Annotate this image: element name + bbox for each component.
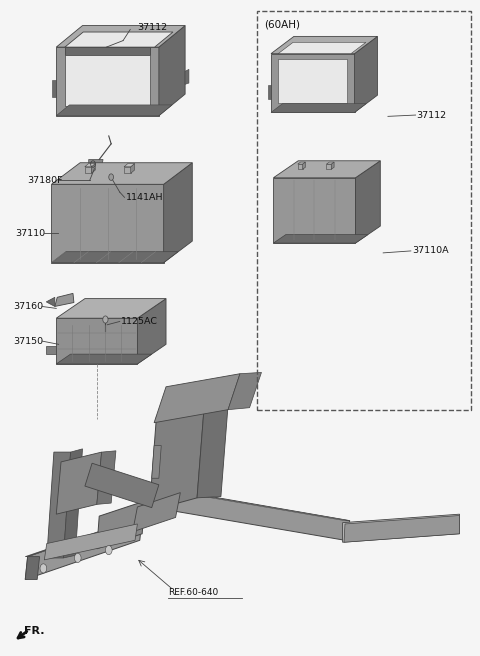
Polygon shape bbox=[108, 173, 115, 182]
Polygon shape bbox=[228, 373, 262, 409]
Polygon shape bbox=[278, 59, 348, 102]
Circle shape bbox=[106, 546, 112, 555]
Polygon shape bbox=[152, 445, 161, 478]
Polygon shape bbox=[56, 26, 185, 47]
Polygon shape bbox=[271, 36, 377, 54]
Polygon shape bbox=[326, 164, 331, 169]
Polygon shape bbox=[44, 524, 137, 560]
Polygon shape bbox=[137, 298, 166, 364]
Polygon shape bbox=[65, 55, 150, 106]
Polygon shape bbox=[298, 162, 305, 164]
Polygon shape bbox=[154, 374, 240, 422]
Text: 1141AH: 1141AH bbox=[125, 193, 163, 202]
Polygon shape bbox=[185, 70, 189, 85]
Polygon shape bbox=[326, 162, 334, 164]
Polygon shape bbox=[55, 293, 74, 306]
Polygon shape bbox=[52, 80, 56, 97]
Polygon shape bbox=[355, 36, 377, 112]
Polygon shape bbox=[344, 516, 459, 543]
Polygon shape bbox=[159, 26, 185, 115]
Polygon shape bbox=[124, 167, 131, 173]
Polygon shape bbox=[356, 161, 380, 243]
Text: REF.60-640: REF.60-640 bbox=[168, 588, 219, 597]
Polygon shape bbox=[65, 47, 150, 55]
Text: 37150: 37150 bbox=[13, 337, 44, 346]
Polygon shape bbox=[56, 318, 137, 364]
Polygon shape bbox=[85, 463, 159, 508]
Circle shape bbox=[109, 174, 114, 180]
Polygon shape bbox=[56, 47, 159, 115]
Polygon shape bbox=[164, 163, 192, 262]
Text: (60AH): (60AH) bbox=[264, 19, 300, 29]
Circle shape bbox=[103, 316, 108, 323]
Polygon shape bbox=[51, 184, 164, 262]
Polygon shape bbox=[124, 163, 134, 167]
Polygon shape bbox=[56, 452, 102, 514]
Polygon shape bbox=[274, 161, 380, 178]
Polygon shape bbox=[271, 104, 366, 112]
Polygon shape bbox=[51, 252, 178, 262]
Polygon shape bbox=[278, 43, 366, 54]
Polygon shape bbox=[47, 452, 71, 558]
Text: 37110A: 37110A bbox=[412, 247, 448, 255]
Polygon shape bbox=[25, 557, 39, 579]
Circle shape bbox=[40, 564, 47, 573]
Polygon shape bbox=[197, 405, 228, 498]
Polygon shape bbox=[56, 298, 166, 318]
Polygon shape bbox=[331, 162, 334, 169]
Text: 37110: 37110 bbox=[16, 229, 46, 237]
Text: FR.: FR. bbox=[24, 626, 45, 636]
Polygon shape bbox=[173, 491, 350, 541]
Polygon shape bbox=[63, 449, 83, 558]
Polygon shape bbox=[131, 163, 134, 173]
Polygon shape bbox=[132, 493, 180, 532]
Polygon shape bbox=[97, 501, 144, 549]
Polygon shape bbox=[25, 518, 142, 579]
Polygon shape bbox=[298, 164, 302, 169]
Circle shape bbox=[74, 554, 81, 562]
Text: 1125AC: 1125AC bbox=[120, 317, 158, 326]
Polygon shape bbox=[89, 159, 103, 169]
Polygon shape bbox=[56, 354, 152, 364]
Polygon shape bbox=[268, 85, 271, 99]
Polygon shape bbox=[274, 178, 356, 243]
Polygon shape bbox=[56, 105, 172, 115]
Polygon shape bbox=[343, 514, 459, 543]
Text: 37180F: 37180F bbox=[28, 176, 63, 185]
Text: 37160: 37160 bbox=[13, 302, 44, 311]
Polygon shape bbox=[92, 163, 96, 173]
Polygon shape bbox=[65, 32, 173, 47]
Polygon shape bbox=[103, 316, 108, 323]
Polygon shape bbox=[173, 491, 350, 521]
Polygon shape bbox=[97, 451, 116, 504]
Polygon shape bbox=[302, 162, 305, 169]
Polygon shape bbox=[149, 406, 204, 511]
Polygon shape bbox=[25, 518, 142, 557]
Bar bbox=[257, 11, 471, 409]
Polygon shape bbox=[271, 54, 355, 112]
Polygon shape bbox=[51, 163, 192, 184]
Polygon shape bbox=[46, 346, 56, 354]
Polygon shape bbox=[85, 167, 92, 173]
Polygon shape bbox=[85, 163, 96, 167]
Polygon shape bbox=[46, 297, 55, 306]
Polygon shape bbox=[274, 235, 368, 243]
Text: 37112: 37112 bbox=[137, 23, 168, 32]
Text: 37112: 37112 bbox=[417, 111, 447, 119]
